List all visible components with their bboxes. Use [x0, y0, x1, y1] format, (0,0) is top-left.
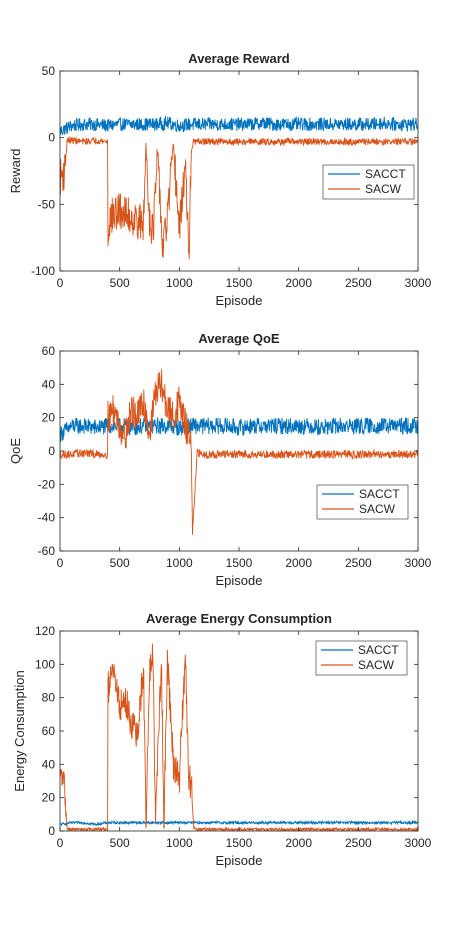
x-tick-label: 2000	[285, 556, 312, 570]
x-tick-label: 2500	[345, 556, 372, 570]
legend-label-sacct: SACCT	[365, 167, 406, 181]
chart-title: Average QoE	[198, 331, 279, 346]
x-tick-label: 1500	[226, 836, 253, 850]
y-tick-label: -20	[38, 477, 56, 491]
legend-label-sacw: SACW	[358, 658, 395, 672]
y-axis-label: QoE	[8, 438, 23, 464]
y-tick-label: 20	[42, 791, 56, 805]
x-axis-label: Episode	[216, 853, 263, 868]
chart-title: Average Reward	[188, 51, 289, 66]
y-tick-label: 40	[42, 757, 56, 771]
chart-title: Average Energy Consumption	[146, 611, 332, 626]
y-axis-label: Reward	[8, 149, 23, 194]
legend-label-sacw: SACW	[359, 502, 396, 516]
y-tick-label: 40	[42, 377, 56, 391]
y-tick-label: 0	[48, 131, 55, 145]
y-tick-label: 0	[48, 444, 55, 458]
chart-panel-2: 0 500 1000 1500 2000 2500 3000 -60 -40 -20 0 20 40 60…	[8, 331, 432, 588]
x-tick-label: 2000	[285, 836, 312, 850]
series-group	[60, 368, 418, 535]
y-tick-label: -100	[31, 264, 55, 278]
y-tick-label: 60	[42, 724, 56, 738]
y-tick-label: 20	[42, 411, 56, 425]
y-tick-label: 0	[48, 824, 55, 838]
chart-panel-3: 0 500 1000 1500 2000 2500 3000 0 20 40 60 80 100 120 A…	[12, 611, 432, 868]
y-tick-label: 120	[35, 624, 55, 638]
x-axis-label: Episode	[216, 293, 263, 308]
y-axis-label: Energy Consumption	[12, 670, 27, 791]
y-tick-label: 100	[35, 657, 55, 671]
y-tick-label: -50	[38, 197, 56, 211]
chart-panel-1: 0 500 1000 1500 2000 2500 3000 -100 -50 0 50 Averag…	[8, 51, 432, 308]
legend-box	[315, 640, 408, 676]
x-tick-label: 0	[57, 556, 64, 570]
y-tick-label: 60	[42, 344, 56, 358]
x-tick-label: 1000	[166, 836, 193, 850]
x-tick-label: 500	[110, 556, 130, 570]
series-line-sacct	[60, 115, 418, 136]
x-tick-label: 500	[110, 276, 130, 290]
x-tick-label: 3000	[405, 556, 432, 570]
legend-label-sacw: SACW	[365, 182, 402, 196]
x-tick-label: 500	[110, 836, 130, 850]
legend-box	[316, 484, 409, 520]
y-tick-label: 80	[42, 691, 56, 705]
x-tick-label: 1000	[166, 276, 193, 290]
legend-label-sacct: SACCT	[358, 643, 399, 657]
x-tick-label: 0	[57, 276, 64, 290]
series-line-sacw	[60, 136, 418, 260]
x-tick-label: 1000	[166, 556, 193, 570]
x-tick-label: 2000	[285, 276, 312, 290]
series-line-sacw	[60, 368, 418, 535]
legend-box	[322, 164, 415, 200]
y-tick-label: -60	[38, 544, 56, 558]
y-tick-label: 50	[42, 64, 56, 78]
x-tick-label: 2500	[345, 836, 372, 850]
x-tick-label: 0	[57, 836, 64, 850]
series-line-sacct	[60, 416, 418, 443]
x-axis-label: Episode	[216, 573, 263, 588]
series-group	[60, 115, 418, 260]
series-line-sacct	[60, 819, 418, 827]
x-tick-label: 3000	[405, 836, 432, 850]
x-tick-label: 1500	[226, 276, 253, 290]
x-tick-label: 1500	[226, 556, 253, 570]
y-tick-label: -40	[38, 511, 56, 525]
x-tick-label: 3000	[405, 276, 432, 290]
legend-label-sacct: SACCT	[359, 487, 400, 501]
x-tick-label: 2500	[345, 276, 372, 290]
